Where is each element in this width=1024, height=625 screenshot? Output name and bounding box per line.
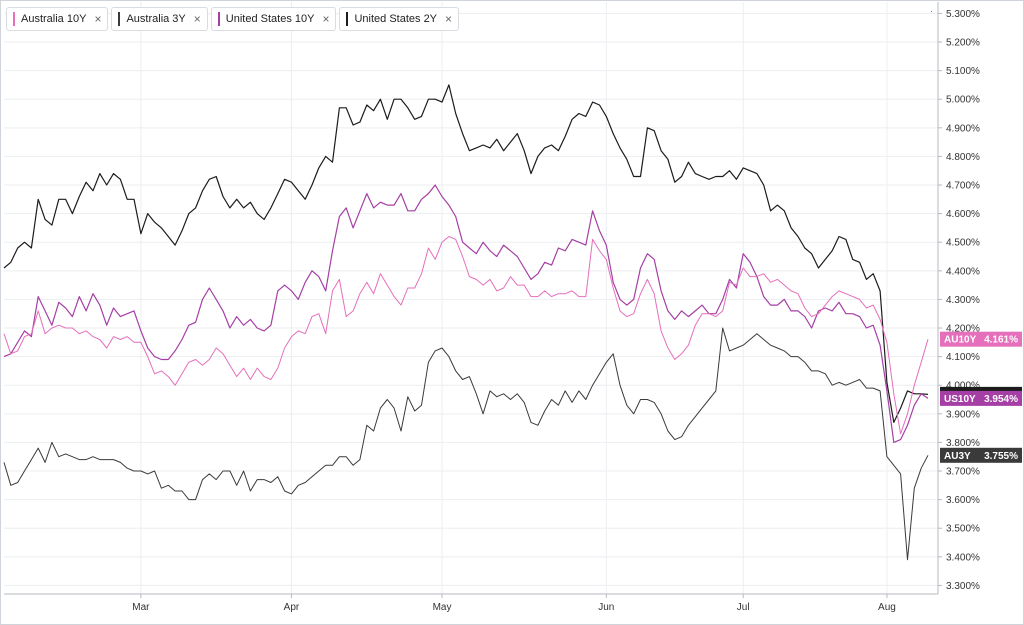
y-tick-label: 3.500%: [946, 524, 980, 535]
y-tick-label: 4.200%: [946, 324, 980, 335]
price-label-value: 3.954%: [984, 394, 1018, 405]
y-tick-label: 5.200%: [946, 38, 980, 49]
price-label-bg: [940, 331, 1022, 347]
legend-chip-australia-3y[interactable]: Australia 3Y ×: [111, 7, 208, 31]
series-color-swatch: [217, 12, 220, 26]
price-label-value: 4.161%: [984, 335, 1018, 346]
legend-label: Australia 10Y: [21, 13, 87, 25]
legend-chip-united-states-10y[interactable]: United States 10Y ×: [210, 7, 337, 31]
series-line-united-states-10y: [3, 184, 929, 443]
close-icon[interactable]: ×: [322, 12, 330, 26]
last-value-label-au10y: AU10Y 4.161%: [940, 331, 1022, 347]
series-color-swatch: [346, 12, 349, 26]
close-icon[interactable]: ×: [445, 12, 453, 26]
close-icon[interactable]: ×: [193, 12, 201, 26]
series-color-swatch: [13, 12, 15, 26]
legend-chip-australia-10y[interactable]: Australia 10Y ×: [6, 7, 109, 31]
x-tick-label: May: [433, 602, 452, 613]
legend-label: Australia 3Y: [126, 13, 186, 25]
y-tick-label: 4.900%: [946, 123, 980, 134]
legend-chip-united-states-2y[interactable]: United States 2Y ×: [339, 7, 460, 31]
price-label-code: AU3Y: [944, 451, 971, 462]
x-tick-label: Jul: [737, 602, 750, 613]
series-color-swatch: [118, 12, 121, 26]
y-tick-label: 4.400%: [946, 266, 980, 277]
last-value-label-au3y: AU3Y 3.755%: [940, 447, 1022, 463]
legend-label: United States 2Y: [354, 13, 438, 25]
y-tick-label: 4.600%: [946, 209, 980, 220]
series-line-australia-3y: [3, 327, 929, 561]
y-tick-label: 4.700%: [946, 181, 980, 192]
legend: Australia 10Y × Australia 3Y × United St…: [6, 7, 460, 31]
x-tick-label: Mar: [132, 602, 150, 613]
y-tick-label: 3.800%: [946, 438, 980, 449]
y-tick-label: 5.000%: [946, 95, 980, 106]
x-tick-label: Apr: [284, 602, 300, 613]
y-tick-label: 4.100%: [946, 352, 980, 363]
chart-menu-marker[interactable]: ·: [930, 6, 933, 16]
x-tick-label: Aug: [878, 602, 896, 613]
last-value-label-us10y: US10Y 3.954%: [940, 390, 1022, 406]
y-tick-label: 3.300%: [946, 581, 980, 592]
y-tick-label: 3.900%: [946, 409, 980, 420]
legend-label: United States 10Y: [225, 13, 315, 25]
close-icon[interactable]: ×: [94, 12, 102, 26]
price-label-code: US10Y: [944, 394, 976, 405]
y-tick-label: 3.600%: [946, 495, 980, 506]
y-tick-label: 5.300%: [946, 9, 980, 20]
y-tick-label: 4.800%: [946, 152, 980, 163]
y-tick-label: 4.500%: [946, 238, 980, 249]
price-label-bg: [940, 390, 1022, 406]
y-tick-label: 4.000%: [946, 381, 980, 392]
price-label-value: 3.755%: [984, 451, 1018, 462]
y-tick-label: 3.700%: [946, 467, 980, 478]
x-tick-label: Jun: [598, 602, 614, 613]
y-tick-label: 5.100%: [946, 66, 980, 77]
series-line-australia-10y: [3, 236, 929, 435]
y-tick-label: 4.300%: [946, 295, 980, 306]
series-line-united-states-2y: [3, 84, 929, 423]
price-label-code: AU10Y: [944, 335, 977, 346]
price-label-bg: [940, 447, 1022, 463]
y-tick-label: 3.400%: [946, 552, 980, 563]
